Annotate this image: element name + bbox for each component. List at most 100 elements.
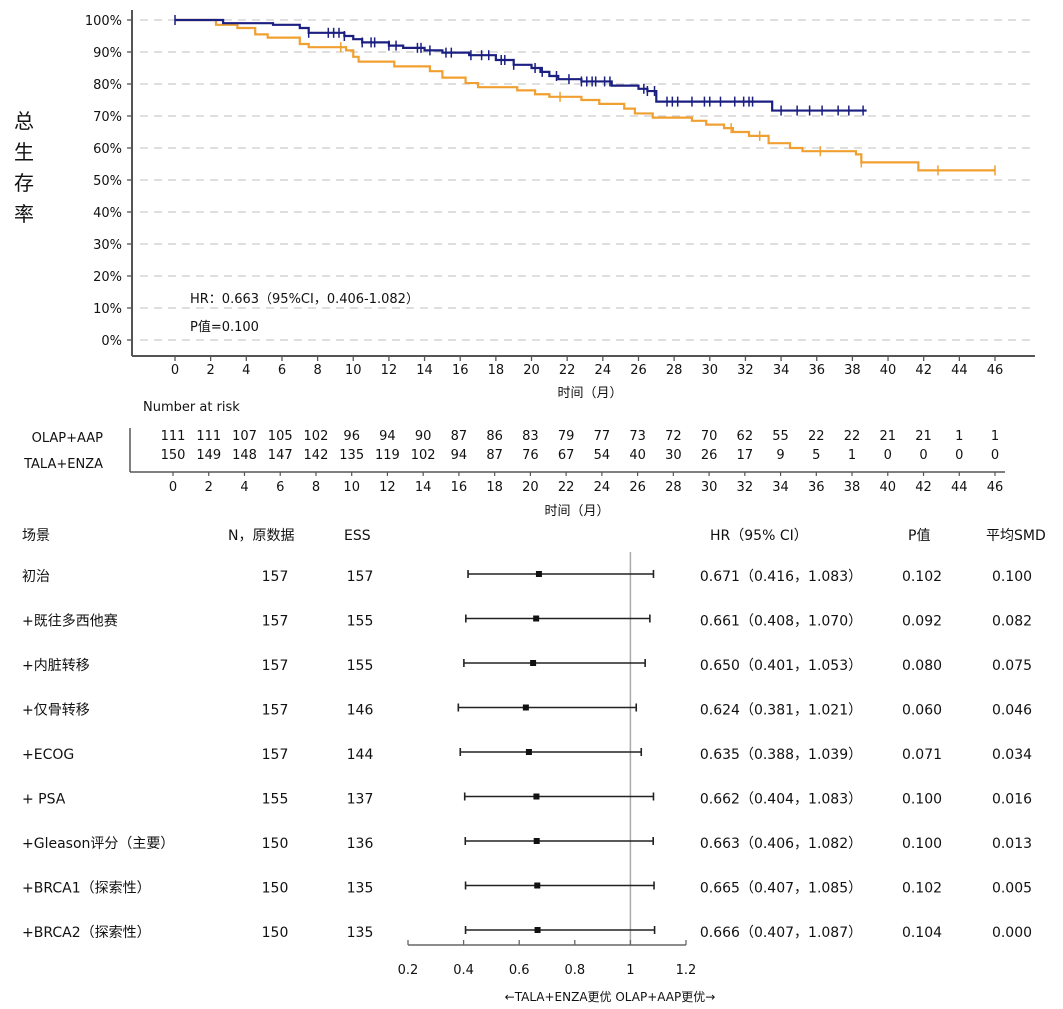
risk-value: 26 <box>701 448 718 463</box>
smd-value: 0.034 <box>992 747 1032 763</box>
risk-x-tick-label: 16 <box>451 480 468 495</box>
n-value: 157 <box>262 658 289 674</box>
ess-value: 157 <box>347 569 374 585</box>
risk-value: 1 <box>991 429 999 444</box>
risk-x-tick-label: 46 <box>987 480 1004 495</box>
y-tick-label: 70% <box>93 110 122 125</box>
forest-row: + PSA 155 137 0.662（0.404，1.083） 0.100 0.016 <box>22 792 1032 808</box>
p-value: 0.060 <box>902 703 942 719</box>
risk-x-axis-label: 时间（月） <box>544 504 609 519</box>
risk-value: 17 <box>737 448 754 463</box>
scenario-label: +ECOG <box>22 747 74 763</box>
risk-value: 148 <box>232 448 257 463</box>
risk-value: 87 <box>451 429 468 444</box>
forest-x-tick-label: 0.4 <box>453 963 474 978</box>
ess-value: 155 <box>347 658 374 674</box>
y-axis-label-char: 存 <box>14 171 34 195</box>
risk-x-tick-label: 40 <box>880 480 897 495</box>
risk-value: 102 <box>304 429 329 444</box>
header-n: N，原数据 <box>228 528 294 544</box>
hr-ci-text: 0.624（0.381，1.021） <box>700 703 862 719</box>
hr-ci-text: 0.662（0.404，1.083） <box>700 792 862 808</box>
forest-x-tick-label: 1.2 <box>676 963 697 978</box>
risk-value: 0 <box>919 448 927 463</box>
hr-ci-text: 0.661（0.408，1.070） <box>700 614 862 630</box>
n-value: 155 <box>262 792 289 808</box>
x-tick-label: 30 <box>702 363 719 378</box>
n-value: 150 <box>262 836 289 852</box>
scenario-label: +Gleason评分（主要） <box>22 836 174 852</box>
hr-ci-text: 0.663（0.406，1.082） <box>700 836 862 852</box>
risk-x-tick-label: 2 <box>205 480 213 495</box>
smd-value: 0.016 <box>992 792 1032 808</box>
x-tick-label: 46 <box>987 363 1004 378</box>
risk-x-tick-label: 34 <box>772 480 789 495</box>
risk-value: 105 <box>268 429 293 444</box>
x-tick-label: 16 <box>452 363 469 378</box>
risk-value: 54 <box>594 448 611 463</box>
forest-x-tick-label: 0.8 <box>564 963 585 978</box>
risk-value: 107 <box>232 429 257 444</box>
y-tick-label: 100% <box>85 14 122 29</box>
p-value: 0.092 <box>902 614 942 630</box>
risk-value: 22 <box>844 429 861 444</box>
header-smd: 平均SMD <box>986 528 1046 544</box>
hr-point <box>535 571 542 577</box>
header-scenario: 场景 <box>22 528 50 544</box>
risk-row-label-olap: OLAP+AAP <box>32 431 104 446</box>
x-tick-label: 0 <box>171 363 179 378</box>
x-tick-label: 24 <box>595 363 612 378</box>
y-tick-label: 50% <box>93 174 122 189</box>
p-annotation: P值=0.100 <box>190 319 259 335</box>
p-value: 0.080 <box>902 658 942 674</box>
risk-value: 5 <box>812 448 820 463</box>
risk-value: 150 <box>161 448 186 463</box>
risk-x-tick-label: 18 <box>486 480 503 495</box>
x-tick-label: 4 <box>242 363 250 378</box>
risk-value: 94 <box>379 429 396 444</box>
x-tick-label: 2 <box>207 363 215 378</box>
risk-x-tick-label: 24 <box>594 480 611 495</box>
y-tick-label: 20% <box>93 270 122 285</box>
risk-value: 94 <box>451 448 468 463</box>
risk-value: 83 <box>522 429 539 444</box>
x-tick-label: 20 <box>523 363 540 378</box>
smd-value: 0.082 <box>992 614 1032 630</box>
risk-value: 149 <box>196 448 221 463</box>
risk-value: 9 <box>776 448 784 463</box>
ess-value: 137 <box>347 792 374 808</box>
risk-value: 142 <box>304 448 329 463</box>
risk-value: 62 <box>737 429 754 444</box>
y-tick-label: 10% <box>93 302 122 317</box>
scenario-label: + PSA <box>22 792 66 808</box>
p-value: 0.100 <box>902 836 942 852</box>
hr-annotation: HR：0.663（95%CI，0.406-1.082） <box>190 292 419 307</box>
forest-row: +仅骨转移 157 146 0.624（0.381，1.021） 0.060 0.046 <box>22 703 1032 719</box>
risk-value: 72 <box>665 429 682 444</box>
header-p: P值 <box>908 528 930 544</box>
ess-value: 136 <box>347 836 374 852</box>
risk-x-tick-label: 30 <box>701 480 718 495</box>
risk-value: 70 <box>701 429 718 444</box>
risk-value: 22 <box>808 429 825 444</box>
ess-value: 155 <box>347 614 374 630</box>
hr-point <box>533 838 540 844</box>
scenario-label: 初治 <box>22 568 50 585</box>
risk-x-tick-label: 10 <box>343 480 360 495</box>
risk-value: 1 <box>848 448 856 463</box>
risk-value: 76 <box>522 448 539 463</box>
ess-value: 146 <box>347 703 374 719</box>
risk-x-tick-label: 12 <box>379 480 396 495</box>
risk-value: 0 <box>991 448 999 463</box>
ess-value: 135 <box>347 881 374 897</box>
x-tick-label: 26 <box>630 363 647 378</box>
header-ess: ESS <box>344 528 371 544</box>
y-tick-label: 80% <box>93 78 122 93</box>
x-tick-label: 42 <box>915 363 932 378</box>
smd-value: 0.046 <box>992 703 1032 719</box>
risk-value: 96 <box>343 429 360 444</box>
km-x-axis-label: 时间（月） <box>557 386 622 401</box>
